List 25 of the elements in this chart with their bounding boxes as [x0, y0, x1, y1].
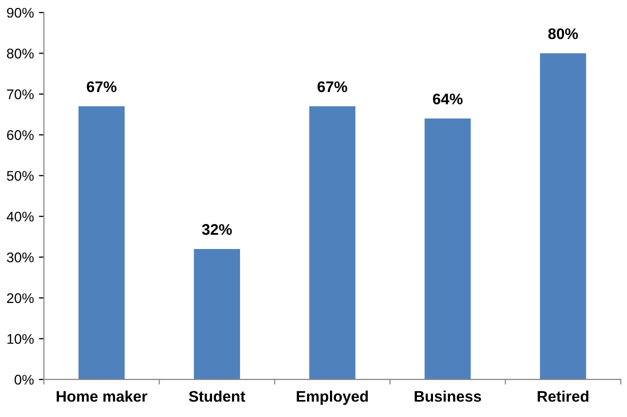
data-label: 67%: [318, 81, 348, 92]
data-label: 64%: [432, 94, 463, 104]
y-tick-label: 90%: [7, 8, 34, 18]
y-tick-label: 60%: [7, 130, 34, 140]
x-tick-label: Business: [414, 390, 482, 402]
y-tick-label: 80%: [6, 48, 34, 58]
y-tick-label: 20%: [7, 293, 34, 304]
y-tick-label: 0%: [14, 374, 34, 385]
y-tick-label: 10%: [7, 334, 34, 344]
data-label: 80%: [548, 28, 578, 40]
data-label: 67%: [86, 81, 116, 92]
x-tick-label: Employed: [296, 390, 368, 405]
y-tick-label: 50%: [6, 170, 34, 181]
bar: [78, 106, 125, 380]
data-label: 32%: [202, 224, 232, 235]
x-tick-label: Retired: [538, 390, 588, 402]
y-tick-label: 70%: [7, 89, 34, 100]
x-tick-label: Student: [188, 390, 246, 402]
bar: [424, 118, 471, 380]
x-tick-label: Home maker: [56, 390, 148, 402]
y-tick-label: 40%: [6, 212, 34, 222]
bar: [309, 106, 356, 380]
bar: [540, 53, 586, 380]
y-tick-label: 30%: [6, 252, 34, 262]
bar: [194, 248, 240, 380]
